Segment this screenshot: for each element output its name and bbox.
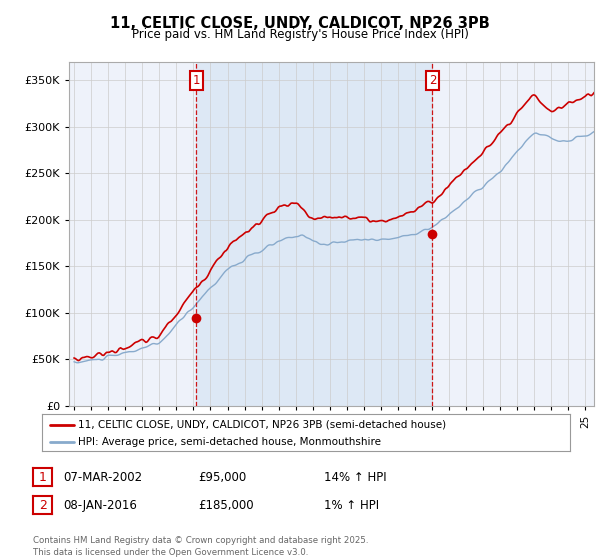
- Text: 1: 1: [193, 74, 200, 87]
- Text: 08-JAN-2016: 08-JAN-2016: [63, 498, 137, 512]
- Text: 1: 1: [38, 470, 47, 484]
- Text: 14% ↑ HPI: 14% ↑ HPI: [324, 470, 386, 484]
- Text: HPI: Average price, semi-detached house, Monmouthshire: HPI: Average price, semi-detached house,…: [78, 437, 381, 447]
- Text: 07-MAR-2002: 07-MAR-2002: [63, 470, 142, 484]
- Text: 2: 2: [38, 498, 47, 512]
- Text: £185,000: £185,000: [198, 498, 254, 512]
- Text: 2: 2: [428, 74, 436, 87]
- Text: Contains HM Land Registry data © Crown copyright and database right 2025.
This d: Contains HM Land Registry data © Crown c…: [33, 536, 368, 557]
- Bar: [196, 62, 433, 406]
- Text: Price paid vs. HM Land Registry's House Price Index (HPI): Price paid vs. HM Land Registry's House …: [131, 28, 469, 41]
- Text: 11, CELTIC CLOSE, UNDY, CALDICOT, NP26 3PB: 11, CELTIC CLOSE, UNDY, CALDICOT, NP26 3…: [110, 16, 490, 31]
- Text: 11, CELTIC CLOSE, UNDY, CALDICOT, NP26 3PB (semi-detached house): 11, CELTIC CLOSE, UNDY, CALDICOT, NP26 3…: [78, 419, 446, 430]
- Text: 1% ↑ HPI: 1% ↑ HPI: [324, 498, 379, 512]
- Text: £95,000: £95,000: [198, 470, 246, 484]
